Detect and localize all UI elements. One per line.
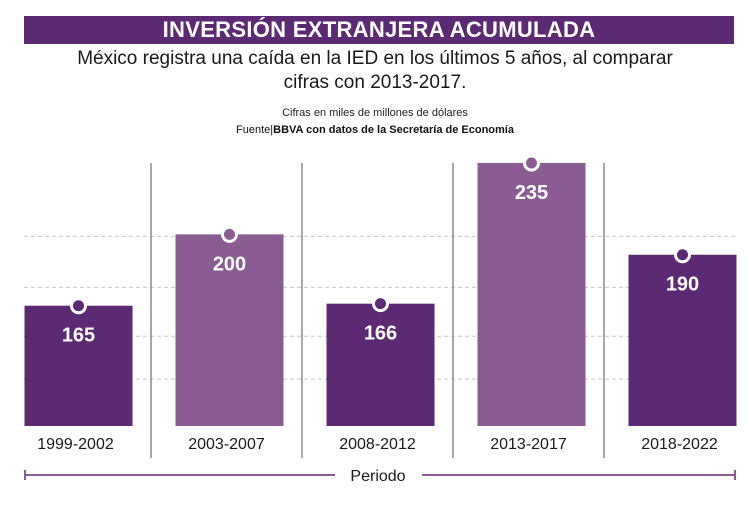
x-axis-label: Periodo [350, 468, 405, 485]
source-text: BBVA con datos de la Secretaría de Econo… [273, 124, 514, 136]
bar-value-label: 166 [364, 323, 397, 345]
source-prefix: Fuente| [236, 124, 274, 136]
bar-value-label: 190 [666, 274, 699, 296]
x-tick-label: 2018-2022 [641, 436, 718, 453]
bar [477, 163, 586, 426]
column-dividers [150, 163, 605, 458]
bar-marker-dot [70, 297, 87, 315]
units-note: Cifras en miles de millones de dólares [282, 107, 468, 119]
bar-marker-dot [523, 154, 540, 172]
chart-title: INVERSIÓN EXTRANJERA ACUMULADA [162, 17, 596, 42]
bar [326, 303, 435, 426]
title-bar: INVERSIÓN EXTRANJERA ACUMULADA [24, 16, 734, 44]
period-axis: Periodo [24, 468, 736, 485]
labels: 165 1999-2002 200 2003-2007 166 2008-2012 235 2… [37, 182, 718, 453]
x-tick-label: 1999-2002 [37, 436, 114, 453]
x-tick-label: 2008-2012 [339, 436, 416, 453]
bar [24, 305, 133, 426]
bar [628, 254, 737, 426]
bar-marker-dot [221, 225, 238, 243]
x-tick-label: 2013-2017 [490, 436, 567, 453]
bar-value-label: 235 [515, 182, 548, 204]
bar-value-label: 165 [62, 325, 95, 347]
bars [24, 154, 737, 426]
bar-value-label: 200 [213, 253, 246, 275]
bar [175, 234, 284, 426]
chart-subtitle: México registra una caída en la IED en l… [77, 48, 673, 93]
source-note: Fuente|BBVA con datos de la Secretaría d… [0, 124, 750, 136]
x-tick-label: 2003-2007 [188, 436, 265, 453]
bar-marker-dot [674, 246, 691, 264]
bar-marker-dot [372, 295, 389, 313]
